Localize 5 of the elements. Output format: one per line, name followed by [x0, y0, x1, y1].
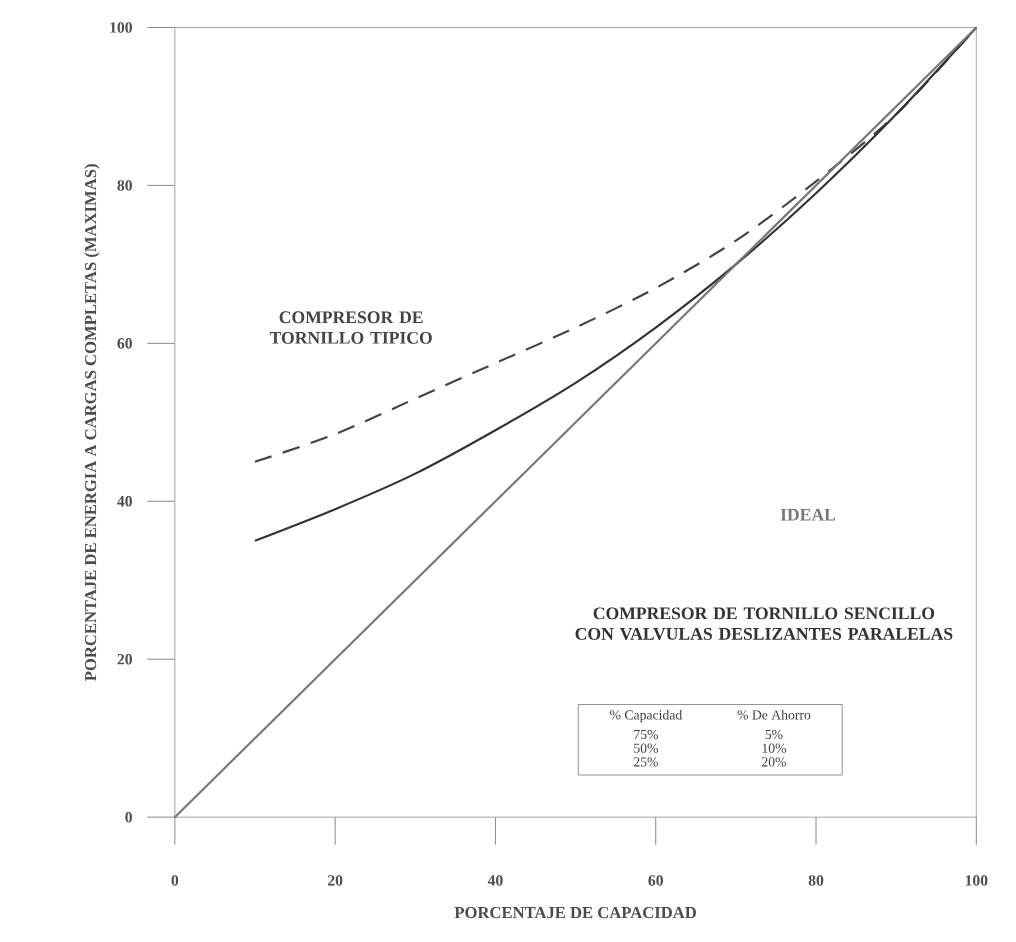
y-axis-title: PORCENTAJE DE ENERGIA A CARGAS COMPLETAS (MAXIMAS) — [84, 163, 100, 681]
x-axis-title: PORCENTAJE DE CAPACIDAD — [454, 906, 696, 918]
text: COMPRESOR DE TORNILLO SENCILLO CON VALVULAS DESLIZANTES PARALELAS — [575, 607, 953, 640]
text: IDEAL — [780, 508, 836, 521]
text: COMPRESOR DE TORNILLO TIPICO — [269, 310, 432, 344]
